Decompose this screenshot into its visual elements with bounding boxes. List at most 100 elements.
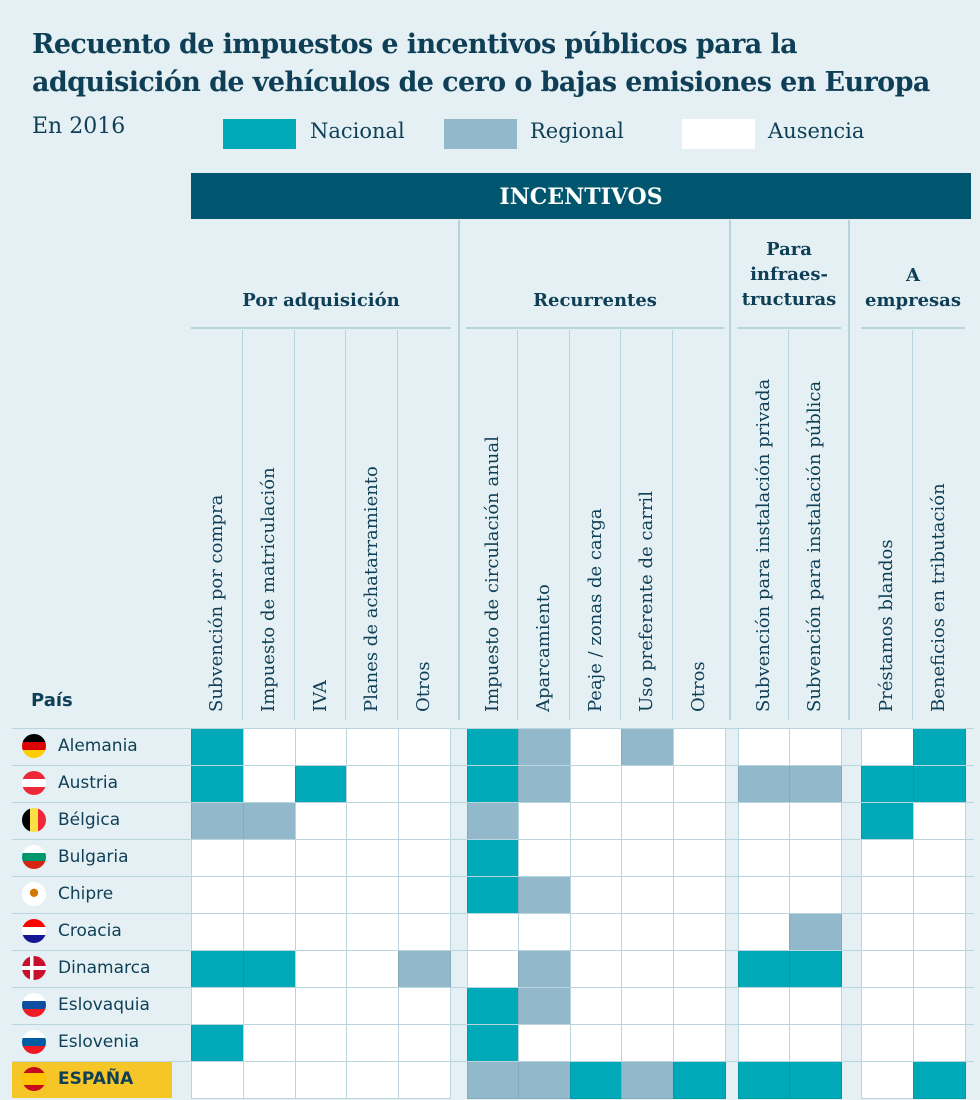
table-cell xyxy=(789,913,842,951)
table-cell xyxy=(861,1061,914,1099)
row-divider xyxy=(12,950,974,951)
table-cell xyxy=(861,950,914,988)
table-cell xyxy=(789,950,842,988)
table-cell xyxy=(467,987,520,1025)
table-cell xyxy=(467,728,520,766)
table-cell xyxy=(621,913,674,951)
table-cell xyxy=(518,728,571,766)
group-title-line: infraes- xyxy=(750,264,828,285)
table-cell xyxy=(243,728,296,766)
table-cell xyxy=(191,876,244,914)
table-cell xyxy=(861,876,914,914)
table-cell xyxy=(191,802,244,840)
table-cell xyxy=(398,728,451,766)
table-cell xyxy=(913,1061,966,1099)
country-name: Austria xyxy=(58,773,119,793)
table-cell xyxy=(295,1061,348,1099)
table-cell xyxy=(789,802,842,840)
table-cell xyxy=(346,802,399,840)
table-cell xyxy=(738,802,791,840)
at-flag-icon xyxy=(22,771,46,795)
table-cell xyxy=(789,765,842,803)
es-flag-icon xyxy=(22,1067,46,1091)
table-cell xyxy=(789,839,842,877)
table-cell xyxy=(621,802,674,840)
table-cell xyxy=(789,1061,842,1099)
column-label: Préstamos blandos xyxy=(876,539,897,712)
group-title-1: Por adquisición xyxy=(242,290,400,311)
table-cell xyxy=(738,876,791,914)
table-cell xyxy=(243,1024,296,1062)
table-cell xyxy=(467,913,520,951)
column-label: Uso preferente de carril xyxy=(636,491,657,712)
table-cell xyxy=(861,987,914,1025)
hr-flag-icon xyxy=(22,919,46,943)
table-cell xyxy=(570,765,623,803)
country-name: Bélgica xyxy=(58,810,121,830)
column-label: Subvención por compra xyxy=(206,494,227,712)
column-divider xyxy=(345,330,346,720)
table-cell xyxy=(398,987,451,1025)
country-name: Bulgaria xyxy=(58,847,129,867)
table-cell xyxy=(673,913,726,951)
si-flag-icon xyxy=(22,1030,46,1054)
table-cell xyxy=(398,765,451,803)
country-name: Croacia xyxy=(58,921,122,941)
table-cell xyxy=(467,876,520,914)
table-cell xyxy=(738,950,791,988)
table-cell xyxy=(621,1024,674,1062)
column-divider xyxy=(294,330,295,720)
table-cell xyxy=(673,1024,726,1062)
table-cell xyxy=(467,1024,520,1062)
table-cell xyxy=(191,987,244,1025)
table-cell xyxy=(346,839,399,877)
table-cell xyxy=(243,765,296,803)
table-cell xyxy=(673,802,726,840)
column-label: Subvención para instalación pública xyxy=(804,380,825,712)
table-cell xyxy=(913,802,966,840)
row-divider xyxy=(12,987,974,988)
table-cell xyxy=(673,728,726,766)
incentivos-header: INCENTIVOS xyxy=(191,173,971,219)
table-cell xyxy=(346,728,399,766)
column-label: Aparcamiento xyxy=(533,584,554,712)
table-cell xyxy=(518,839,571,877)
table-cell xyxy=(673,876,726,914)
table-row: Chipre xyxy=(12,876,974,913)
column-label: Planes de achatarramiento xyxy=(361,466,382,712)
table-cell xyxy=(570,987,623,1025)
column-label: Beneficios en tributación xyxy=(928,483,949,712)
column-divider xyxy=(242,330,243,720)
table-cell xyxy=(861,802,914,840)
table-cell xyxy=(398,1061,451,1099)
table-cell xyxy=(570,950,623,988)
table-cell xyxy=(518,802,571,840)
table-cell xyxy=(738,1024,791,1062)
legend-swatch-r xyxy=(444,119,517,149)
group-title-line: A xyxy=(906,265,920,286)
group-title-line: empresas xyxy=(865,290,961,311)
table-cell xyxy=(191,913,244,951)
table-cell xyxy=(346,765,399,803)
country-name: ESPAÑA xyxy=(58,1069,134,1089)
table-cell xyxy=(738,839,791,877)
column-divider xyxy=(672,330,673,720)
table-cell xyxy=(518,913,571,951)
table-cell xyxy=(295,876,348,914)
group-title-line: Para xyxy=(766,239,812,260)
table-cell xyxy=(467,950,520,988)
table-cell xyxy=(621,950,674,988)
legend-label-a: Ausencia xyxy=(768,119,865,143)
table-cell xyxy=(346,950,399,988)
table-cell xyxy=(295,987,348,1025)
table-cell xyxy=(570,913,623,951)
column-divider xyxy=(569,330,570,720)
table-cell xyxy=(346,913,399,951)
table-cell xyxy=(243,987,296,1025)
table-cell xyxy=(673,839,726,877)
table-cell xyxy=(789,728,842,766)
country-name: Alemania xyxy=(58,736,138,756)
table-cell xyxy=(570,1061,623,1099)
table-cell xyxy=(243,839,296,877)
